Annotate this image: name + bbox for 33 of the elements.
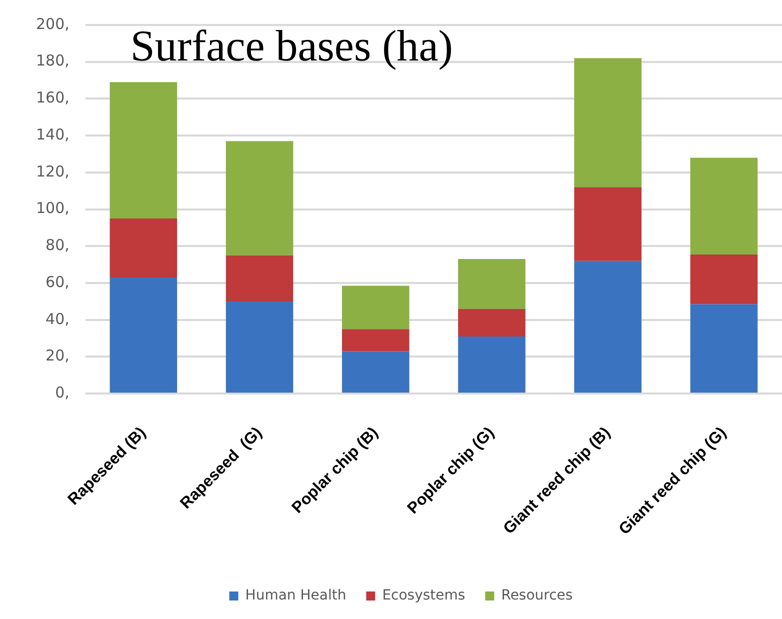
y-tick-label: 40,: [46, 310, 70, 328]
legend-label: Human Health: [245, 588, 346, 604]
bar: [458, 308, 526, 336]
y-tick-label: 120,: [36, 162, 70, 180]
bar: [226, 255, 294, 302]
bar: [690, 254, 758, 304]
bar: [574, 187, 642, 261]
chart-title: Surface bases (ha): [130, 22, 453, 71]
y-tick-label: 160,: [36, 88, 70, 107]
y-tick-label: 20,: [46, 346, 70, 365]
bar: [574, 260, 642, 393]
bar: [342, 329, 410, 352]
bar: [574, 58, 642, 188]
y-tick-label: 0,: [55, 383, 70, 402]
bar: [690, 158, 758, 254]
bar: [342, 351, 410, 393]
bar: [690, 304, 758, 393]
y-tick-label: 60,: [46, 272, 70, 291]
legend-label: Ecosystems: [382, 588, 466, 604]
bar: [226, 301, 294, 393]
legend-label: Resources: [501, 588, 573, 604]
y-tick-label: 200,: [36, 14, 70, 33]
bar: [110, 277, 178, 393]
bar: [226, 141, 294, 256]
bar: [458, 336, 526, 393]
bar: [110, 82, 178, 219]
y-tick-label: 140,: [36, 125, 70, 144]
y-tick-label: 100,: [36, 199, 70, 218]
bar: [110, 218, 178, 278]
y-tick-label: 180,: [36, 52, 70, 70]
y-tick-label: 80,: [46, 236, 70, 254]
bar: [458, 259, 526, 309]
bar: [342, 286, 410, 330]
